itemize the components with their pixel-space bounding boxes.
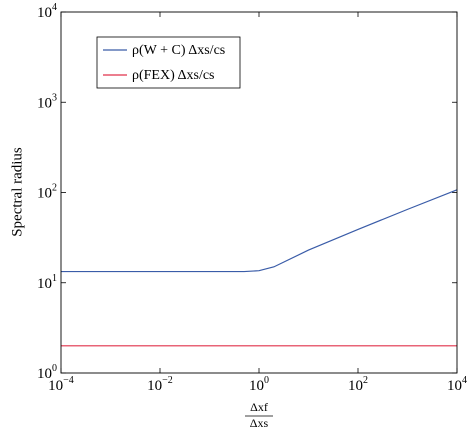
legend-label: ρ(W + C) Δxs/cs (132, 43, 225, 58)
tick-label-base: 10 (48, 378, 63, 394)
tick-label-exponent: 3 (52, 93, 57, 104)
tick-label-base: 10 (37, 186, 52, 202)
tick-label-exponent: 1 (52, 273, 57, 284)
tick-label: 101 (37, 273, 57, 292)
legend-box (96, 36, 241, 89)
plot-frame (60, 11, 458, 374)
series-line (61, 189, 458, 273)
tick-label: 10−2 (147, 375, 173, 394)
x-axis-label-numerator: Δxf (250, 400, 268, 414)
tick-label-base: 10 (37, 366, 52, 382)
tick-label-base: 10 (37, 5, 52, 21)
tick-label: 102 (348, 375, 368, 394)
tick-label-base: 10 (37, 276, 52, 292)
tick-label: 104 (447, 375, 467, 394)
tick-label: 100 (249, 375, 269, 394)
tick-label-exponent: 2 (52, 183, 57, 194)
tick-label-exponent: 0 (52, 363, 57, 374)
tick-label-exponent: 4 (462, 375, 467, 386)
tick-label-base: 10 (147, 378, 162, 394)
tick-label-base: 10 (249, 378, 264, 394)
tick-label: 10−4 (48, 375, 74, 394)
tick-label-base: 10 (348, 378, 363, 394)
tick-label-base: 10 (37, 96, 52, 112)
tick-label: 102 (37, 183, 57, 202)
tick-label: 100 (37, 363, 57, 382)
tick-label: 104 (37, 2, 57, 21)
legend-label: ρ(FEX) Δxs/cs (132, 68, 215, 83)
y-axis-label: Spectral radius (9, 147, 25, 237)
tick-label-exponent: 2 (363, 375, 368, 386)
tick-label-exponent: 0 (264, 375, 269, 386)
tick-label-exponent: −2 (162, 375, 173, 386)
x-axis-label-denominator: Δxs (250, 416, 269, 430)
tick-label-exponent: 4 (52, 2, 57, 13)
tick-label-base: 10 (447, 378, 462, 394)
tick-label-exponent: −4 (63, 375, 74, 386)
tick-label: 103 (37, 93, 57, 112)
